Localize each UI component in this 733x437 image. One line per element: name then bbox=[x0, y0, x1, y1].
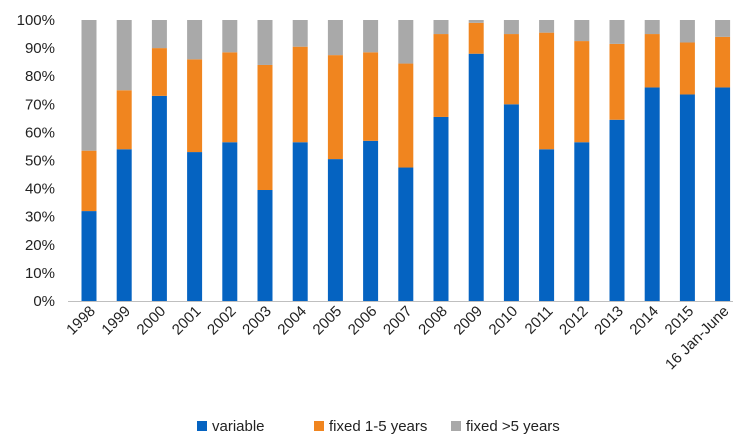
y-tick-label: 10% bbox=[25, 265, 55, 282]
x-axis: 1998 1999 2000 2001 2002 2003 2004 2005 2006 2007… bbox=[63, 303, 732, 373]
legend-item: variable bbox=[197, 418, 265, 435]
bar-segment-variable bbox=[151, 95, 167, 302]
bar-segment-variable bbox=[433, 116, 449, 301]
bar-segment-fixed-5-years bbox=[468, 20, 484, 23]
bar-segment-variable bbox=[574, 142, 590, 301]
x-tick-label: 1999 bbox=[98, 303, 134, 339]
y-tick-label: 60% bbox=[25, 124, 55, 141]
bar-segment-fixed-5-years bbox=[574, 20, 590, 42]
bar-segment-fixed-1-5-years bbox=[222, 52, 238, 143]
bar-segment-variable bbox=[327, 159, 343, 301]
bars bbox=[81, 20, 731, 302]
bar-segment-fixed-5-years bbox=[609, 20, 625, 44]
bar-segment-variable bbox=[81, 211, 97, 301]
bar-segment-fixed-1-5-years bbox=[715, 36, 731, 88]
bar-segment-fixed-1-5-years bbox=[609, 43, 625, 120]
bar-segment-fixed-1-5-years bbox=[81, 150, 97, 212]
bar-segment-fixed-5-years bbox=[679, 20, 695, 43]
y-tick-label: 100% bbox=[17, 12, 55, 29]
bar-segment-fixed-5-years bbox=[187, 20, 203, 60]
bar-segment-variable bbox=[468, 53, 484, 301]
bar-segment-variable bbox=[363, 140, 379, 301]
legend-swatch bbox=[451, 421, 461, 431]
x-tick-label: 2002 bbox=[204, 303, 240, 339]
bar-segment-fixed-1-5-years bbox=[433, 34, 449, 117]
legend-item: fixed 1-5 years bbox=[314, 418, 427, 435]
bar-segment-variable bbox=[222, 142, 238, 301]
bar-segment-fixed-5-years bbox=[644, 20, 660, 35]
y-tick-label: 40% bbox=[25, 181, 55, 198]
bar-segment-variable bbox=[292, 142, 308, 301]
legend-label: fixed >5 years bbox=[466, 418, 560, 435]
x-tick-label: 2011 bbox=[522, 303, 557, 338]
x-tick-label: 2012 bbox=[556, 303, 592, 339]
legend: variable fixed 1-5 years fixed >5 years bbox=[197, 418, 560, 435]
bar-segment-variable bbox=[116, 149, 132, 301]
x-tick-label: 2013 bbox=[591, 303, 627, 339]
bar-segment-variable bbox=[679, 94, 695, 301]
bar-segment-variable bbox=[609, 119, 625, 301]
bar-segment-fixed-5-years bbox=[433, 20, 449, 35]
legend-label: variable bbox=[212, 418, 265, 435]
bar-segment-fixed-5-years bbox=[327, 20, 343, 56]
bar-segment-fixed-1-5-years bbox=[151, 48, 167, 96]
bar-segment-fixed-5-years bbox=[398, 20, 414, 64]
legend-label: fixed 1-5 years bbox=[329, 418, 427, 435]
y-tick-label: 80% bbox=[25, 68, 55, 85]
x-tick-label: 2006 bbox=[345, 303, 381, 339]
bar-segment-variable bbox=[257, 190, 273, 301]
x-tick-label: 2010 bbox=[486, 303, 522, 339]
bar-segment-variable bbox=[644, 87, 660, 301]
bar-segment-fixed-1-5-years bbox=[574, 41, 590, 143]
bar-segment-fixed-5-years bbox=[363, 20, 379, 53]
bar-segment-fixed-1-5-years bbox=[644, 34, 660, 88]
y-axis: 0% 10% 20% 30% 40% 50% 60% 70% 80% 90% 100% bbox=[17, 12, 55, 310]
y-tick-label: 90% bbox=[25, 40, 55, 57]
bar-segment-fixed-1-5-years bbox=[539, 32, 555, 150]
bar-segment-fixed-5-years bbox=[503, 20, 519, 35]
x-tick-label: 2000 bbox=[134, 303, 170, 339]
y-tick-label: 30% bbox=[25, 209, 55, 226]
bar-segment-fixed-5-years bbox=[116, 20, 132, 91]
bar-segment-fixed-1-5-years bbox=[257, 64, 273, 191]
bar-segment-fixed-1-5-years bbox=[363, 52, 379, 141]
bar-segment-variable bbox=[503, 104, 519, 301]
x-tick-label: 2003 bbox=[239, 303, 275, 339]
legend-swatch bbox=[314, 421, 324, 431]
bar-segment-fixed-1-5-years bbox=[327, 55, 343, 160]
y-tick-label: 0% bbox=[33, 293, 55, 310]
bar-segment-fixed-1-5-years bbox=[468, 22, 484, 54]
y-tick-label: 20% bbox=[25, 237, 55, 254]
bar-segment-fixed-1-5-years bbox=[116, 90, 132, 150]
bar-segment-variable bbox=[539, 149, 555, 301]
bar-segment-fixed-5-years bbox=[715, 20, 731, 37]
x-tick-label: 2007 bbox=[380, 303, 416, 339]
bar-segment-fixed-1-5-years bbox=[292, 46, 308, 143]
x-tick-label: 2004 bbox=[274, 303, 310, 339]
bar-segment-variable bbox=[715, 87, 731, 301]
bar-segment-fixed-5-years bbox=[539, 20, 555, 33]
bar-segment-fixed-1-5-years bbox=[398, 63, 414, 168]
bar-segment-fixed-1-5-years bbox=[503, 34, 519, 105]
bar-segment-variable bbox=[398, 167, 414, 301]
y-tick-label: 70% bbox=[25, 96, 55, 113]
x-tick-label: 2008 bbox=[415, 303, 451, 339]
x-tick-label: 2001 bbox=[169, 303, 205, 339]
bar-segment-fixed-5-years bbox=[257, 20, 273, 65]
bar-segment-fixed-5-years bbox=[222, 20, 238, 53]
bar-segment-fixed-1-5-years bbox=[679, 42, 695, 95]
legend-item: fixed >5 years bbox=[451, 418, 560, 435]
bar-segment-variable bbox=[187, 152, 203, 301]
x-tick-label: 2014 bbox=[626, 303, 662, 339]
bar-segment-fixed-5-years bbox=[151, 20, 167, 49]
bar-segment-fixed-5-years bbox=[81, 20, 97, 151]
legend-swatch bbox=[197, 421, 207, 431]
x-tick-label: 2009 bbox=[450, 303, 486, 339]
x-tick-label: 1998 bbox=[63, 303, 99, 339]
y-tick-label: 50% bbox=[25, 153, 55, 170]
bar-segment-fixed-5-years bbox=[292, 20, 308, 47]
bar-segment-fixed-1-5-years bbox=[187, 59, 203, 153]
x-tick-label: 2005 bbox=[310, 303, 346, 339]
